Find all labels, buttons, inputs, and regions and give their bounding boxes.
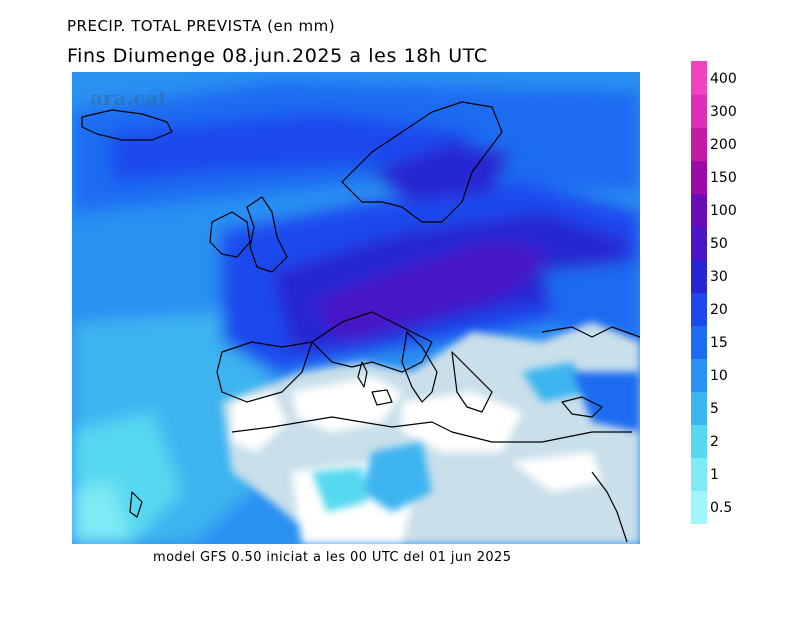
legend-swatch [691,490,707,524]
legend-swatch [691,358,707,392]
map-subtitle: Fins Diumenge 08.jun.2025 a les 18h UTC [67,45,488,67]
legend-label: 100 [710,202,737,219]
legend-swatch [691,325,707,359]
legend-label: 15 [710,334,728,351]
legend-swatch [691,127,707,161]
legend-label: 400 [710,70,737,87]
legend-label: 20 [710,301,728,318]
legend-label: 5 [710,400,719,417]
watermark-logo: ara.cat [90,86,168,110]
legend-label: 1 [710,466,719,483]
legend-swatch [691,61,707,95]
legend-label: 150 [710,169,737,186]
legend-swatch [691,391,707,425]
coastlines [81,101,640,543]
legend-label: 300 [710,103,737,120]
legend-swatch [691,193,707,227]
legend-swatch [691,94,707,128]
precipitation-map [72,72,640,544]
legend-swatch [691,292,707,326]
precip-patches-south [312,362,640,512]
legend-label: 200 [710,136,737,153]
legend-label: 0.5 [710,499,733,516]
legend-label: 10 [710,367,728,384]
color-legend [691,61,707,524]
legend-swatch [691,457,707,491]
legend-swatch [691,424,707,458]
legend-swatch [691,160,707,194]
model-info-footer: model GFS 0.50 iniciat a les 00 UTC del … [153,550,512,565]
legend-swatch [691,226,707,260]
legend-label: 50 [710,235,728,252]
legend-label: 2 [710,433,719,450]
legend-label: 30 [710,268,728,285]
legend-swatch [691,259,707,293]
map-title: PRECIP. TOTAL PREVISTA (en mm) [67,17,336,35]
